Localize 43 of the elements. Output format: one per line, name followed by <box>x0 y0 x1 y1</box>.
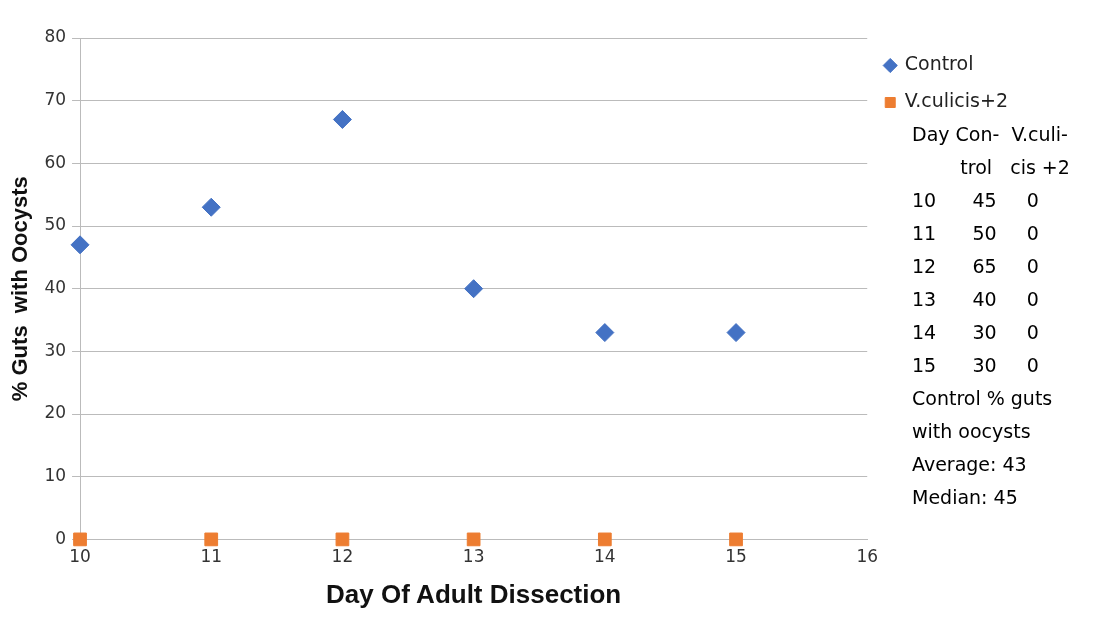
legend-label: V.culicis+2 <box>904 89 1009 112</box>
x-tick-label: 16 <box>856 546 879 567</box>
y-tick-label: 80 <box>44 26 67 47</box>
x-tick-label: 10 <box>69 546 91 567</box>
text: Day Con- V.culi- <box>912 122 1069 147</box>
y-tick-label: 50 <box>44 214 67 235</box>
legend-label: Control <box>904 52 974 75</box>
y-axis-title: % Guts with Oocysts <box>7 176 33 402</box>
y-tick-label: 60 <box>44 151 67 172</box>
x-tick-label: 15 <box>725 546 747 567</box>
text: 12 65 0 <box>912 254 1040 279</box>
y-tick-label: 0 <box>55 527 67 548</box>
text: Control % guts <box>912 386 1054 411</box>
y-tick-label: 10 <box>44 465 67 486</box>
point <box>335 532 350 547</box>
point <box>597 532 612 547</box>
y-tick-label: 70 <box>44 89 67 110</box>
x-tick-label: 12 <box>331 546 354 567</box>
x-tick-label: 13 <box>462 546 485 567</box>
y-tick-label: 20 <box>44 402 67 423</box>
text: 13 40 0 <box>912 287 1040 312</box>
point <box>726 323 746 343</box>
point <box>204 532 219 547</box>
point <box>201 197 221 217</box>
text: Median: 45 <box>912 485 1019 510</box>
x-axis-title: Day Of Adult Dissection <box>326 578 622 609</box>
point <box>466 532 481 547</box>
text: with oocysts <box>912 419 1032 444</box>
point <box>70 235 90 255</box>
y-tick-label: 40 <box>44 277 67 298</box>
y-tick-label: 30 <box>44 339 67 360</box>
text: 15 30 0 <box>912 353 1040 378</box>
point <box>595 323 615 343</box>
point <box>464 279 484 299</box>
x-tick-label: 11 <box>200 546 223 567</box>
point <box>729 532 743 547</box>
x-tick-label: 14 <box>594 546 616 567</box>
text: Average: 43 <box>912 452 1028 477</box>
text: 10 45 0 <box>912 188 1040 213</box>
text: trol cis +2 <box>959 155 1070 180</box>
text: 14 30 0 <box>912 320 1040 345</box>
text: 11 50 0 <box>912 221 1040 246</box>
point <box>332 109 352 129</box>
